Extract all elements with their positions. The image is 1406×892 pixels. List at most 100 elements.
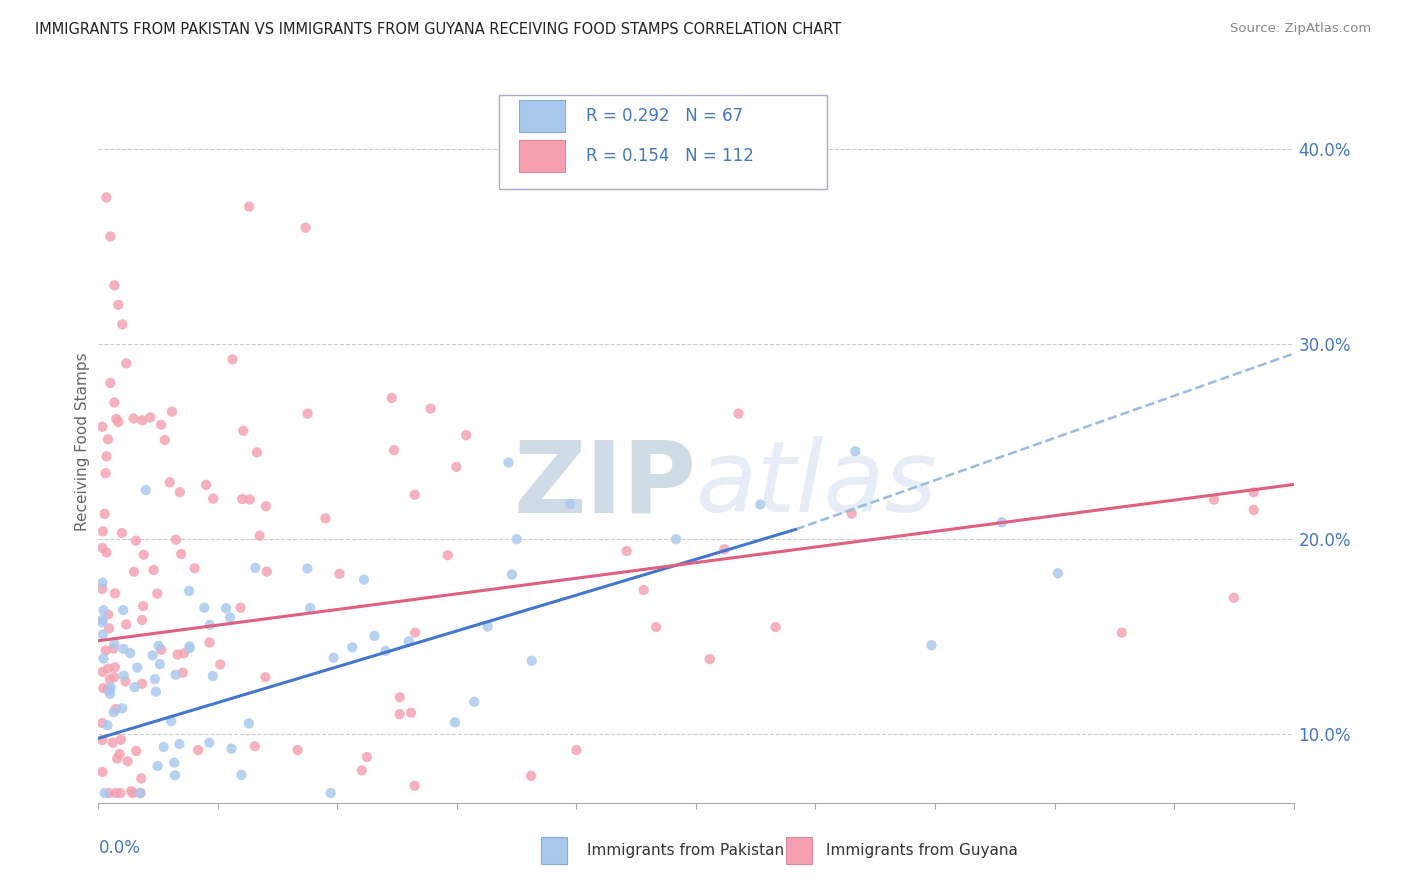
- Point: [103, 395, 125, 409]
- Point: [98, 229, 122, 244]
- Point: [1243, 503, 1265, 517]
- Point: [129, 786, 152, 800]
- Point: [1046, 566, 1069, 581]
- Point: [169, 485, 191, 500]
- Point: [322, 650, 344, 665]
- Point: [122, 565, 145, 579]
- Point: [91, 613, 114, 627]
- Point: [254, 500, 277, 514]
- Point: [93, 651, 115, 665]
- Point: [179, 641, 201, 656]
- Point: [91, 615, 114, 630]
- Point: [202, 491, 225, 506]
- Point: [145, 684, 167, 698]
- Point: [353, 573, 375, 587]
- Point: [112, 668, 135, 682]
- Point: [520, 654, 543, 668]
- Point: [198, 736, 221, 750]
- Point: [229, 600, 252, 615]
- Point: [398, 634, 420, 648]
- Point: [91, 764, 114, 779]
- Point: [111, 318, 134, 332]
- Point: [921, 638, 943, 652]
- Point: [565, 743, 588, 757]
- Point: [98, 683, 121, 698]
- Point: [560, 497, 582, 511]
- Point: [103, 705, 125, 719]
- Point: [91, 716, 114, 731]
- Point: [135, 483, 157, 497]
- Point: [179, 584, 201, 599]
- Text: 0.0%: 0.0%: [98, 838, 141, 857]
- Bar: [519, 139, 565, 172]
- Point: [328, 566, 350, 581]
- Point: [299, 601, 322, 615]
- Point: [115, 617, 138, 632]
- Point: [110, 732, 132, 747]
- Point: [131, 772, 153, 786]
- Point: [238, 716, 260, 731]
- Point: [245, 561, 267, 575]
- Point: [498, 456, 520, 470]
- Point: [112, 642, 135, 657]
- Text: R = 0.292   N = 67: R = 0.292 N = 67: [586, 107, 744, 125]
- Text: ZIP: ZIP: [513, 436, 696, 533]
- Point: [297, 561, 319, 575]
- Point: [107, 298, 129, 312]
- Point: [105, 751, 128, 765]
- Point: [419, 401, 441, 416]
- Point: [107, 415, 129, 429]
- Point: [97, 432, 120, 446]
- Point: [93, 786, 115, 800]
- Point: [195, 478, 218, 492]
- Point: [665, 532, 688, 546]
- Point: [991, 516, 1014, 530]
- Point: [381, 391, 404, 405]
- Point: [143, 672, 166, 686]
- Point: [232, 424, 254, 438]
- Point: [727, 407, 749, 421]
- Point: [254, 670, 277, 684]
- Point: [142, 648, 165, 663]
- Point: [501, 567, 523, 582]
- Point: [165, 533, 187, 547]
- Point: [96, 450, 118, 464]
- Point: [129, 786, 152, 800]
- Point: [91, 575, 114, 590]
- Point: [201, 669, 224, 683]
- Point: [749, 498, 772, 512]
- Point: [96, 545, 118, 559]
- Bar: [786, 837, 811, 864]
- Point: [243, 739, 266, 753]
- Point: [125, 533, 148, 548]
- Point: [1111, 625, 1133, 640]
- Y-axis label: Receiving Food Stamps: Receiving Food Stamps: [75, 352, 90, 531]
- Point: [1243, 485, 1265, 500]
- Point: [103, 278, 125, 293]
- Point: [477, 619, 499, 633]
- Point: [114, 674, 136, 689]
- Point: [153, 433, 176, 447]
- Point: [388, 690, 411, 705]
- Point: [105, 412, 128, 426]
- Point: [91, 582, 114, 596]
- Point: [91, 665, 114, 679]
- Point: [148, 639, 170, 653]
- Point: [183, 561, 205, 575]
- Point: [1223, 591, 1246, 605]
- Point: [131, 613, 153, 627]
- Point: [231, 492, 253, 507]
- Point: [287, 743, 309, 757]
- Point: [94, 467, 117, 481]
- Point: [146, 759, 169, 773]
- Point: [131, 677, 153, 691]
- Point: [166, 648, 188, 662]
- Point: [100, 681, 122, 695]
- Point: [139, 410, 162, 425]
- Point: [238, 200, 260, 214]
- Point: [1202, 492, 1225, 507]
- Point: [844, 444, 866, 458]
- Point: [404, 625, 426, 640]
- Point: [101, 736, 124, 750]
- Point: [91, 419, 114, 434]
